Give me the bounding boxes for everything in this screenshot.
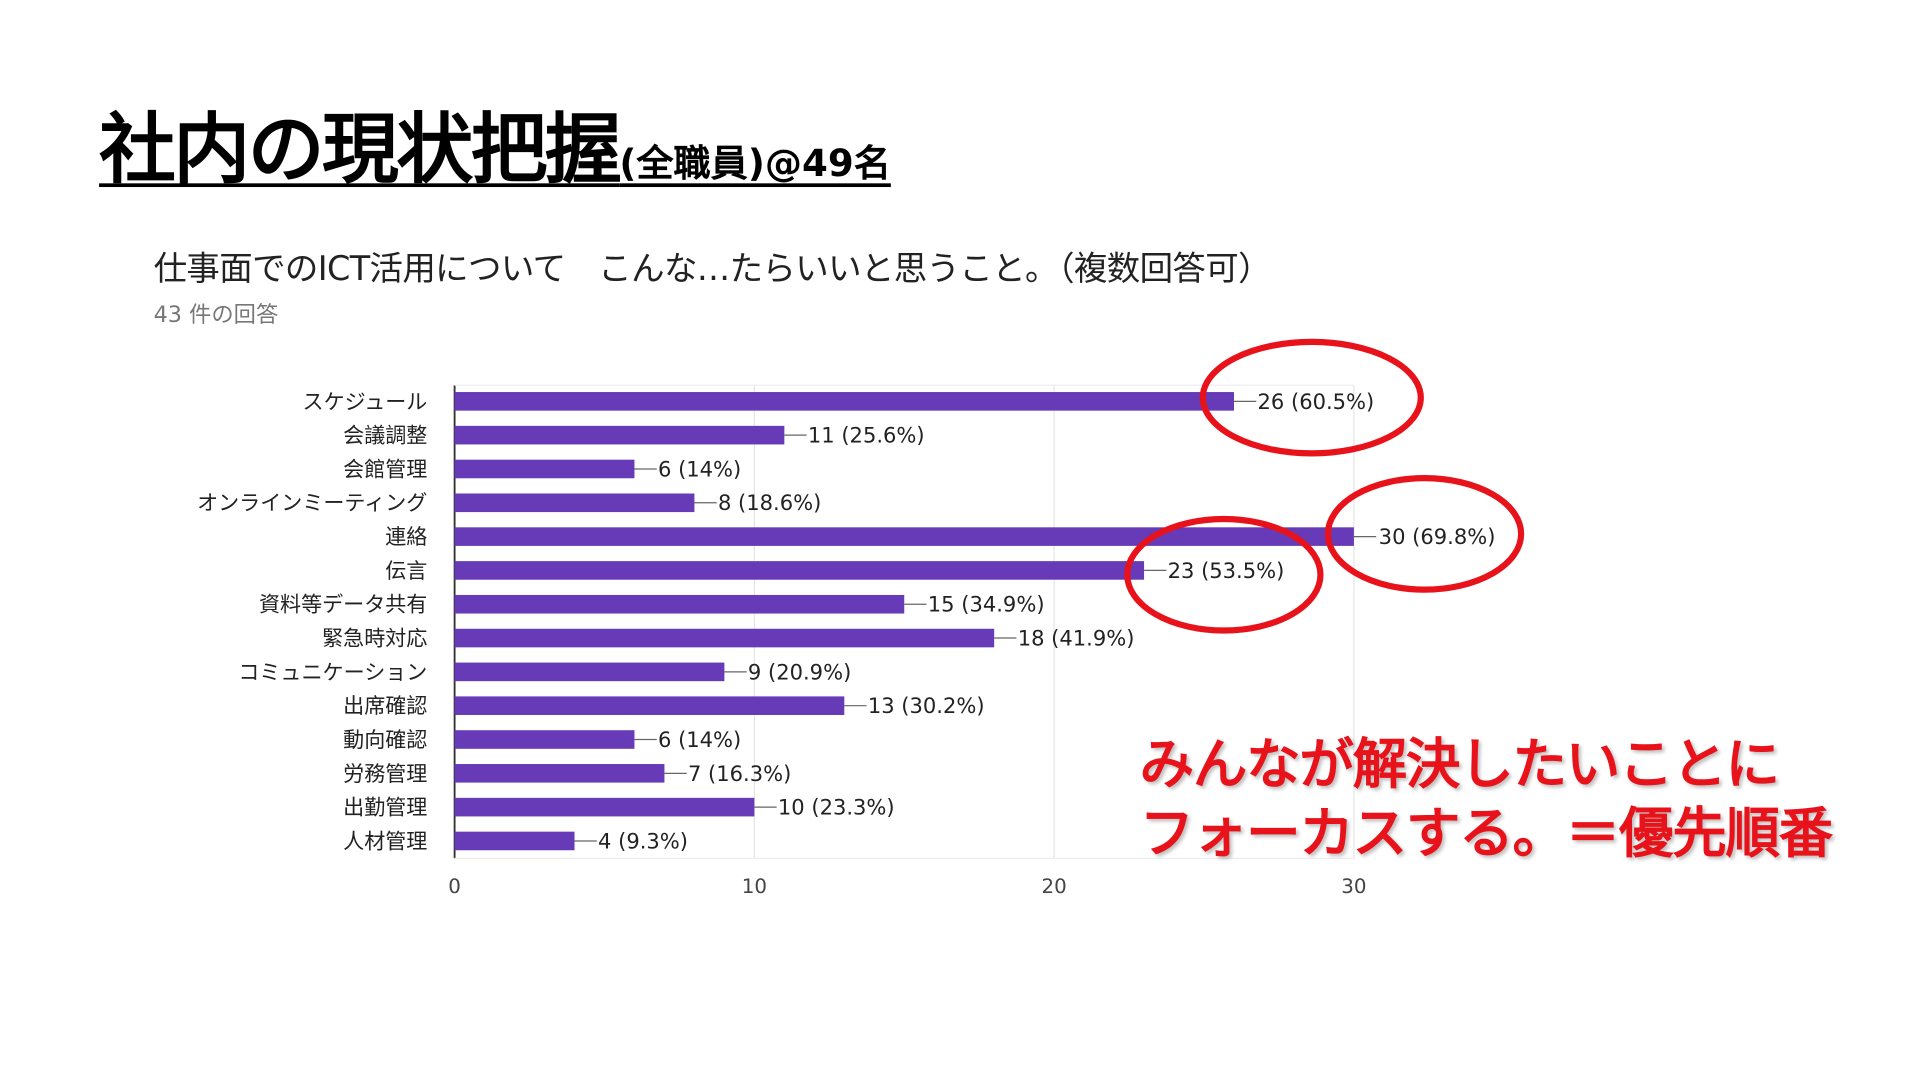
note-line-2: フォーカスする。＝優先順番 <box>1139 802 1834 866</box>
bar <box>454 594 905 614</box>
x-tick-label: 30 <box>1341 875 1366 898</box>
highlight-circle <box>1124 515 1324 634</box>
response-count: 43 件の回答 <box>153 302 279 329</box>
bar <box>454 764 665 783</box>
category-label: 会議調整 <box>343 423 427 448</box>
highlight-circle <box>1324 475 1525 593</box>
data-label: 7 (16.3%) <box>688 761 791 786</box>
category-label: 労務管理 <box>343 761 427 786</box>
bar <box>454 527 1354 546</box>
chart-title: 仕事面でのICT活用について こんな…たらいいと思うこと。（複数回答可） <box>153 250 1272 289</box>
bar <box>454 392 1234 411</box>
x-tick-label: 0 <box>448 875 461 898</box>
bar <box>454 797 755 817</box>
bar <box>454 561 1145 580</box>
data-label: 13 (30.2%) <box>868 693 985 718</box>
category-label: 伝言 <box>385 558 427 583</box>
data-label: 23 (53.5%) <box>1168 558 1285 583</box>
data-label: 11 (25.6%) <box>808 423 925 448</box>
data-label: 6 (14%) <box>658 727 741 752</box>
note-line-1: みんなが解決したいことに <box>1139 733 1780 797</box>
category-label: 資料等データ共有 <box>259 592 427 617</box>
data-label: 26 (60.5%) <box>1258 389 1375 414</box>
data-label: 15 (34.9%) <box>928 592 1045 617</box>
data-label: 10 (23.3%) <box>778 795 895 820</box>
category-label: 緊急時対応 <box>322 625 427 650</box>
data-label: 4 (9.3%) <box>598 828 688 853</box>
category-label: 動向確認 <box>343 727 427 752</box>
title-main: 社内の現状把握 <box>99 104 622 195</box>
slide-title: 社内の現状把握(全職員)@49名 <box>99 87 891 198</box>
category-label: 人材管理 <box>343 828 427 853</box>
category-label: 出勤管理 <box>343 795 427 820</box>
bar <box>454 493 695 513</box>
annotation-note: みんなが解決したいことに フォーカスする。＝優先順番 <box>1139 731 1834 870</box>
highlight-circle <box>1199 338 1424 457</box>
category-label: スケジュール <box>303 389 428 414</box>
data-label: 8 (18.6%) <box>718 490 821 515</box>
category-label: 出席確認 <box>343 693 427 718</box>
category-label: 連絡 <box>385 524 427 549</box>
data-label: 6 (14%) <box>658 456 741 481</box>
category-label: 会館管理 <box>343 456 427 481</box>
bar <box>454 628 995 648</box>
category-label: オンラインミーティング <box>197 490 427 515</box>
x-tick-label: 20 <box>1042 875 1067 898</box>
title-sub: (全職員)@49名 <box>619 142 891 186</box>
category-label: コミュニケーション <box>238 659 427 684</box>
bar <box>454 425 785 445</box>
data-label: 18 (41.9%) <box>1018 625 1135 650</box>
bar <box>454 459 635 479</box>
bar <box>454 831 575 851</box>
bar <box>454 730 635 749</box>
data-label: 9 (20.9%) <box>748 659 851 684</box>
bar <box>454 696 845 715</box>
bar <box>454 662 725 682</box>
data-label: 30 (69.8%) <box>1379 524 1496 549</box>
x-tick-label: 10 <box>742 875 767 898</box>
